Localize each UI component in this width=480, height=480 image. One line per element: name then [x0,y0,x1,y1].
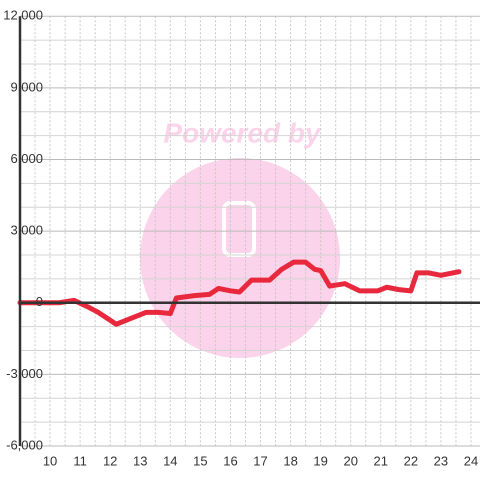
x-tick-label: 12 [103,453,117,468]
x-tick-label: 20 [343,453,357,468]
y-tick-label: 9,000 [10,79,43,94]
y-tick-label: -6,000 [6,437,43,452]
watermark-group: Powered by [140,117,340,358]
y-tick-label: 12,000 [3,8,43,23]
watermark-text: Powered by [163,117,322,148]
x-tick-label: 16 [223,453,237,468]
x-tick-label: 13 [133,453,147,468]
x-tick-label: 24 [464,453,478,468]
x-tick-label: 19 [313,453,327,468]
x-tick-label: 14 [163,453,177,468]
x-tick-label: 18 [283,453,297,468]
x-tick-label: 15 [193,453,207,468]
line-series [17,259,462,327]
plot [17,259,462,327]
y-tick-label: -3,000 [6,366,43,381]
y-tick-label: 3,000 [10,223,43,238]
x-tick-label: 22 [404,453,418,468]
grid [20,15,480,447]
x-tick-label: 17 [253,453,267,468]
y-tick-label: 6,000 [10,151,43,166]
x-tick-label: 11 [73,453,87,468]
x-tick-label: 10 [43,453,57,468]
x-tick-label: 21 [374,453,388,468]
x-tick-label: 23 [434,453,448,468]
watermark-logo [140,158,340,358]
